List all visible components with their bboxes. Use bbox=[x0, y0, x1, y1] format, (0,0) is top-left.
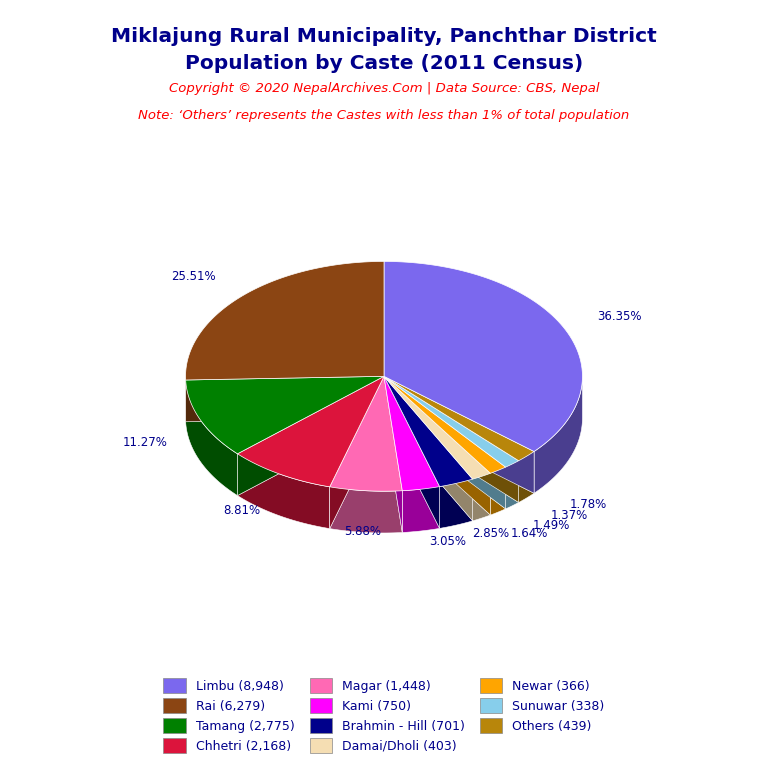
Polygon shape bbox=[439, 479, 472, 528]
Polygon shape bbox=[237, 376, 384, 487]
Polygon shape bbox=[505, 461, 518, 509]
Text: 1.64%: 1.64% bbox=[511, 528, 548, 541]
Polygon shape bbox=[518, 452, 534, 502]
Polygon shape bbox=[384, 376, 439, 491]
Text: Population by Caste (2011 Census): Population by Caste (2011 Census) bbox=[185, 54, 583, 73]
Text: 1.49%: 1.49% bbox=[532, 518, 570, 531]
Polygon shape bbox=[186, 380, 237, 495]
Polygon shape bbox=[384, 376, 439, 528]
Legend: Limbu (8,948), Rai (6,279), Tamang (2,775), Chhetri (2,168), Magar (1,448), Kami: Limbu (8,948), Rai (6,279), Tamang (2,77… bbox=[158, 674, 610, 758]
Polygon shape bbox=[384, 376, 518, 467]
Polygon shape bbox=[384, 376, 402, 532]
Polygon shape bbox=[384, 376, 472, 521]
Text: Miklajung Rural Municipality, Panchthar District: Miklajung Rural Municipality, Panchthar … bbox=[111, 27, 657, 46]
Text: 25.51%: 25.51% bbox=[171, 270, 216, 283]
Polygon shape bbox=[384, 376, 505, 509]
Text: 1.78%: 1.78% bbox=[569, 498, 607, 511]
Polygon shape bbox=[384, 376, 491, 479]
Polygon shape bbox=[329, 376, 402, 492]
Text: Copyright © 2020 NepalArchives.Com | Data Source: CBS, Nepal: Copyright © 2020 NepalArchives.Com | Dat… bbox=[169, 82, 599, 95]
Polygon shape bbox=[384, 376, 472, 521]
Text: Note: ‘Others’ represents the Castes with less than 1% of total population: Note: ‘Others’ represents the Castes wit… bbox=[138, 109, 630, 122]
Polygon shape bbox=[384, 376, 534, 493]
Polygon shape bbox=[237, 454, 329, 528]
Polygon shape bbox=[402, 487, 439, 532]
Polygon shape bbox=[186, 376, 384, 454]
Polygon shape bbox=[186, 376, 384, 422]
Text: 11.27%: 11.27% bbox=[122, 436, 167, 449]
Polygon shape bbox=[384, 376, 534, 461]
Polygon shape bbox=[384, 376, 491, 515]
Text: 2.85%: 2.85% bbox=[472, 527, 509, 540]
Polygon shape bbox=[491, 467, 505, 515]
Polygon shape bbox=[384, 376, 505, 473]
Polygon shape bbox=[384, 376, 518, 502]
Polygon shape bbox=[186, 376, 384, 422]
Polygon shape bbox=[384, 376, 505, 509]
Polygon shape bbox=[384, 376, 472, 487]
Polygon shape bbox=[329, 376, 384, 528]
Text: 36.35%: 36.35% bbox=[597, 310, 641, 323]
Polygon shape bbox=[384, 376, 402, 532]
Text: 1.37%: 1.37% bbox=[551, 509, 588, 522]
Polygon shape bbox=[384, 376, 439, 528]
Polygon shape bbox=[384, 376, 491, 515]
Text: 8.81%: 8.81% bbox=[223, 505, 261, 518]
Polygon shape bbox=[237, 376, 384, 495]
Polygon shape bbox=[472, 473, 491, 521]
Polygon shape bbox=[384, 376, 534, 493]
Text: 3.05%: 3.05% bbox=[429, 535, 466, 548]
Text: 5.88%: 5.88% bbox=[344, 525, 381, 538]
Polygon shape bbox=[384, 376, 518, 502]
Polygon shape bbox=[329, 487, 402, 533]
Polygon shape bbox=[186, 261, 384, 380]
Polygon shape bbox=[329, 376, 384, 528]
Polygon shape bbox=[534, 376, 582, 493]
Polygon shape bbox=[237, 376, 384, 495]
Polygon shape bbox=[384, 261, 582, 452]
